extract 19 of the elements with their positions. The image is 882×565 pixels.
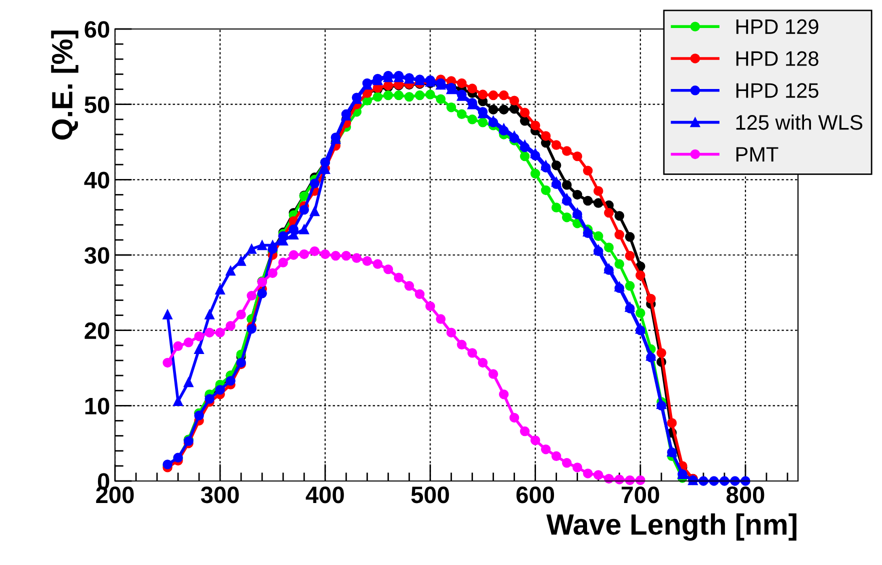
x-tick-label: 400 [306,486,344,504]
x-tick-label: 300 [200,486,239,504]
y-tick-label: 50 [84,96,110,114]
x-tick-label: 500 [411,486,449,504]
y-axis-title: Q.E. [%] [51,30,78,140]
legend-label: PMT [736,147,778,162]
y-tick-label: 60 [84,21,110,38]
x-tick-label: 600 [516,486,554,504]
legend-label: HPD 129 [736,19,818,34]
legend-label: HPD 128 [736,51,818,66]
x-axis-title: Wave Length [nm] [546,513,796,541]
y-tick-label: 10 [85,398,110,414]
y-tick-label: 40 [84,172,110,188]
legend-label: HPD 125 [736,83,818,98]
y-tick-label: 20 [84,322,110,340]
y-tick-label: 30 [84,247,110,264]
legend-label: 125 with WLS [736,114,862,130]
x-tick-label: 800 [726,486,764,504]
x-tick-label: 700 [622,486,660,504]
